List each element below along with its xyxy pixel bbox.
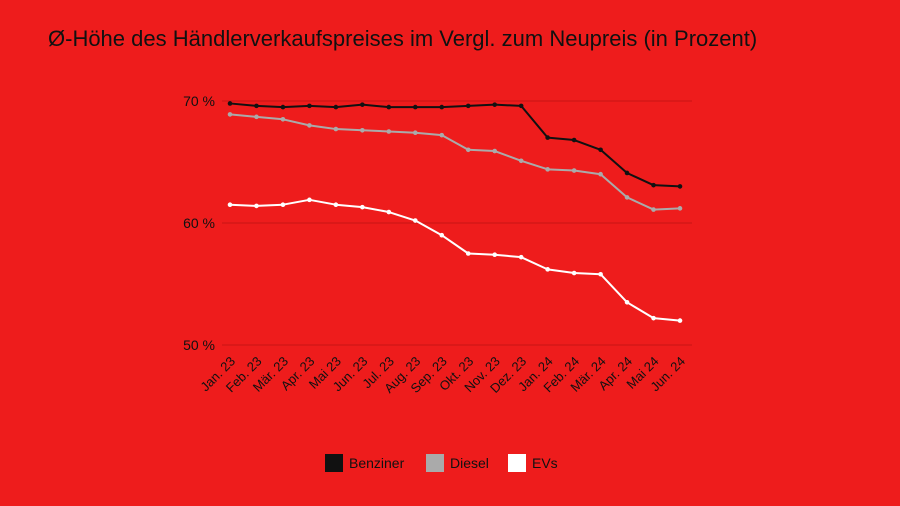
- data-point: [518, 103, 524, 109]
- data-point: [439, 104, 445, 110]
- legend-swatch: [508, 454, 526, 472]
- chart-title: Ø-Höhe des Händlerverkaufspreises im Ver…: [48, 26, 758, 51]
- data-point: [360, 102, 365, 107]
- data-point: [677, 206, 683, 211]
- data-point: [492, 148, 498, 154]
- data-point: [386, 209, 392, 215]
- data-point: [386, 129, 392, 134]
- legend-swatch: [325, 454, 343, 472]
- data-point: [571, 270, 577, 276]
- series-line: [229, 113, 681, 211]
- data-point: [307, 103, 312, 109]
- data-point: [307, 123, 312, 128]
- data-point: [360, 127, 365, 133]
- series-benziner: [227, 101, 683, 189]
- data-point: [254, 103, 259, 109]
- data-point: [624, 300, 630, 305]
- data-point: [598, 171, 603, 177]
- data-point: [280, 202, 286, 207]
- data-point: [518, 158, 524, 164]
- data-point: [677, 184, 683, 189]
- data-point: [412, 130, 418, 136]
- data-point: [492, 102, 498, 107]
- series-lines: [227, 101, 683, 323]
- data-point: [465, 147, 471, 153]
- data-point: [280, 117, 286, 122]
- data-point: [227, 202, 233, 207]
- data-point: [307, 197, 312, 203]
- data-point: [227, 112, 233, 117]
- data-point: [545, 267, 550, 272]
- grid-lines: [222, 100, 692, 346]
- legend-label: Benziner: [349, 455, 405, 471]
- data-point: [598, 271, 603, 277]
- legend: Benziner Diesel EVs: [325, 454, 558, 472]
- series-diesel: [227, 112, 683, 212]
- data-point: [254, 203, 259, 209]
- data-point: [651, 315, 656, 321]
- y-tick-label: 60 %: [183, 215, 215, 231]
- data-point: [651, 182, 656, 188]
- series-line: [229, 102, 681, 188]
- data-point: [465, 103, 471, 109]
- data-point: [624, 170, 630, 176]
- data-point: [571, 137, 577, 143]
- legend-label: Diesel: [450, 455, 489, 471]
- data-point: [677, 318, 683, 323]
- data-point: [492, 252, 498, 258]
- series-evs: [227, 197, 683, 323]
- data-point: [439, 232, 445, 238]
- data-point: [571, 168, 577, 173]
- data-point: [465, 251, 471, 256]
- data-point: [280, 104, 286, 110]
- data-point: [227, 101, 233, 106]
- data-point: [333, 126, 339, 132]
- legend-swatch: [426, 454, 444, 472]
- data-point: [439, 132, 445, 138]
- data-point: [412, 218, 418, 223]
- data-point: [545, 135, 550, 140]
- series-line: [229, 198, 681, 322]
- data-point: [545, 167, 550, 172]
- data-point: [651, 207, 656, 212]
- data-point: [254, 114, 259, 120]
- data-point: [360, 204, 365, 210]
- data-point: [624, 195, 630, 200]
- y-tick-label: 70 %: [183, 93, 215, 109]
- data-point: [598, 147, 603, 153]
- data-point: [412, 104, 418, 110]
- data-point: [518, 254, 524, 260]
- data-point: [333, 202, 339, 207]
- y-axis-ticks: 70 % 60 % 50 %: [183, 93, 215, 353]
- data-point: [333, 104, 339, 110]
- y-tick-label: 50 %: [183, 337, 215, 353]
- legend-label: EVs: [532, 455, 558, 471]
- data-point: [386, 104, 392, 110]
